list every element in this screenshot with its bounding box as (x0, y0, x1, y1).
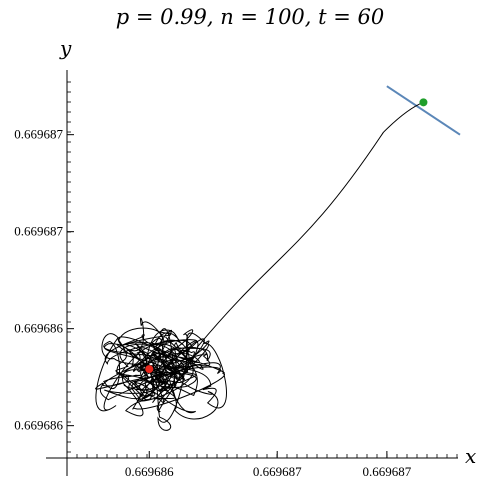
x-tick-label: 0.669686 (125, 464, 174, 479)
x-tick-label: 0.669687 (363, 464, 412, 479)
trajectory-excursion (196, 101, 424, 348)
y-axis-label: y (59, 36, 72, 60)
y-tick-label: 0.669687 (14, 224, 63, 239)
y-tick-label: 0.669686 (14, 418, 63, 433)
boundary-line (386, 85, 461, 136)
y-tick-label: 0.669687 (14, 127, 63, 142)
end-point-marker (419, 98, 428, 107)
start-point-marker (145, 365, 154, 374)
plot-area (95, 85, 461, 431)
chart-title: p = 0.99, n = 100, t = 60 (116, 5, 385, 29)
tick-labels: 0.669686 0.669687 0.669687 0.669687 0.669687… (14, 127, 412, 479)
y-tick-label: 0.669686 (14, 321, 63, 336)
x-tick-label: 0.669687 (253, 464, 302, 479)
minor-ticks (67, 81, 458, 458)
axes (46, 70, 458, 476)
trajectory-tangle (95, 317, 227, 431)
x-axis-label: x (465, 444, 476, 468)
